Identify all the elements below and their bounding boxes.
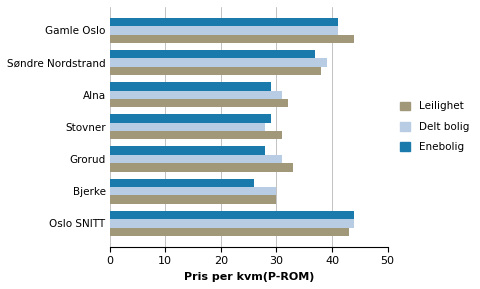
Bar (109, 123, 265, 131)
Bar (109, 99, 287, 107)
Bar (109, 50, 315, 58)
Legend: Leilighet, Delt bolig, Enebolig: Leilighet, Delt bolig, Enebolig (395, 97, 472, 156)
Bar (109, 227, 348, 236)
X-axis label: Pris per kvm(P-ROM): Pris per kvm(P-ROM) (183, 272, 313, 282)
Bar (109, 219, 354, 227)
Bar (109, 179, 254, 187)
Bar (109, 90, 281, 99)
Bar (109, 58, 326, 67)
Bar (109, 18, 337, 26)
Bar (109, 195, 276, 204)
Bar (109, 114, 270, 123)
Bar (109, 147, 265, 155)
Bar (109, 35, 354, 43)
Bar (109, 211, 354, 219)
Bar (109, 131, 281, 139)
Bar (109, 26, 337, 35)
Bar (109, 82, 270, 90)
Bar (109, 187, 276, 195)
Bar (109, 163, 292, 172)
Bar (109, 155, 281, 163)
Bar (109, 67, 320, 75)
